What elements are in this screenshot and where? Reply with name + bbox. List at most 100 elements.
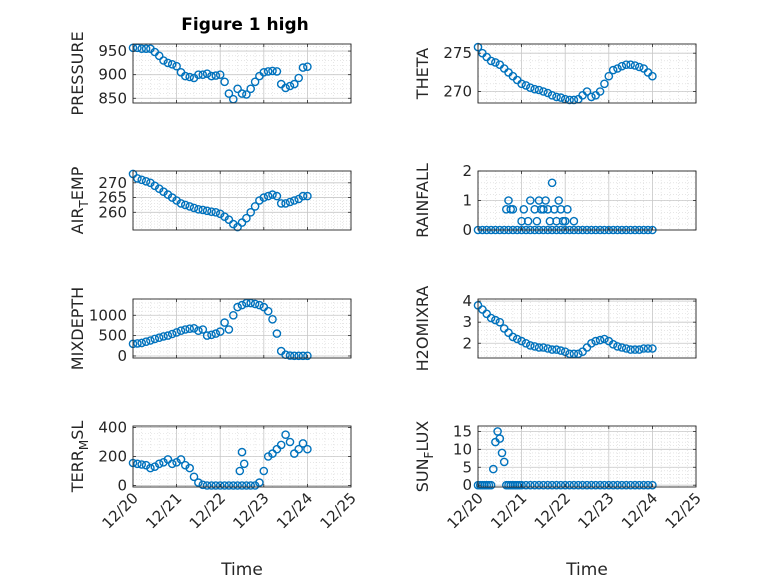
data-point (285, 437, 295, 447)
data-point (543, 344, 553, 353)
data-point (154, 51, 164, 61)
y-tick-label: 0 (462, 221, 472, 239)
data-point (272, 191, 282, 201)
y-tick-label: 3 (462, 313, 472, 331)
data-point (159, 56, 168, 65)
data-point (578, 480, 587, 490)
data-point (137, 338, 146, 348)
data-point (547, 178, 557, 188)
data-point (180, 325, 190, 334)
data-point (648, 344, 657, 353)
data-point (202, 206, 212, 216)
data-point (552, 480, 561, 490)
data-point (133, 339, 142, 348)
data-point (608, 339, 618, 349)
data-point (517, 336, 526, 346)
series-markers (473, 300, 657, 359)
data-point (133, 459, 142, 469)
data-point (163, 455, 173, 464)
data-point (285, 197, 295, 207)
y-axis-label: MIXDEPTH (68, 287, 87, 370)
data-point (207, 481, 216, 490)
data-point (268, 190, 277, 199)
data-point (268, 314, 277, 324)
data-point (146, 463, 155, 473)
data-point (574, 349, 583, 359)
data-point (621, 344, 631, 353)
data-point (172, 328, 181, 337)
data-point (521, 81, 531, 90)
data-point (154, 459, 164, 469)
data-point (272, 329, 282, 338)
y-label-main: PRESSURE (68, 31, 87, 115)
data-point (180, 200, 190, 210)
data-point (220, 77, 229, 87)
data-point (582, 87, 592, 96)
data-point (211, 207, 221, 217)
series-markers (128, 298, 312, 361)
data-point (639, 344, 649, 353)
data-point (560, 216, 570, 226)
data-point (539, 204, 548, 214)
y-label-main: RAINFALL (413, 163, 432, 238)
data-point (547, 345, 557, 354)
data-point (626, 480, 635, 490)
data-point (185, 463, 194, 473)
data-point (185, 324, 194, 334)
x-axis-label: Time (220, 560, 263, 580)
data-point (630, 61, 640, 70)
data-point (215, 481, 225, 490)
data-point (530, 204, 540, 214)
data-point (237, 89, 247, 98)
data-point (534, 85, 544, 95)
data-point (635, 480, 644, 490)
data-point (298, 63, 308, 72)
data-point (543, 88, 553, 98)
data-point (303, 444, 312, 454)
data-point (233, 302, 242, 312)
data-point (497, 448, 507, 458)
data-point (211, 71, 221, 80)
y-tick-label: 5 (462, 458, 472, 476)
data-point (137, 44, 146, 54)
data-point (224, 89, 234, 98)
y-tick-label: 950 (98, 42, 127, 60)
data-point (626, 345, 635, 354)
data-point (141, 337, 151, 347)
data-point (595, 480, 605, 490)
data-point (486, 480, 496, 490)
y-tick-label: 0 (462, 476, 472, 494)
data-point (595, 335, 605, 345)
y-label-subscript: M (77, 440, 91, 450)
data-point (167, 60, 177, 69)
data-point (303, 191, 312, 201)
y-tick-label: 2 (462, 162, 472, 180)
data-point (242, 213, 251, 223)
data-point (543, 204, 553, 214)
y-label-main: TERR (68, 450, 87, 493)
panel-theta: 270 275 THETA (413, 42, 697, 105)
data-point (298, 439, 308, 448)
data-point (648, 71, 657, 81)
data-point (202, 69, 212, 78)
data-point (613, 64, 622, 73)
data-point (246, 84, 255, 94)
data-point (478, 305, 487, 314)
data-point (281, 430, 290, 440)
data-point (521, 338, 531, 348)
data-point (298, 351, 308, 361)
data-point (180, 71, 190, 81)
data-point (159, 332, 168, 341)
y-tick-label: 265 (98, 189, 127, 207)
y-label-tail: LUX (413, 421, 432, 452)
data-point (530, 480, 540, 490)
data-point (185, 202, 194, 211)
data-point (198, 205, 208, 215)
data-point (255, 300, 264, 310)
data-point (294, 351, 304, 361)
data-point (259, 193, 269, 202)
x-axis-label: Time (565, 560, 608, 580)
data-point (242, 481, 251, 490)
data-point (189, 203, 199, 213)
data-point (626, 60, 635, 69)
